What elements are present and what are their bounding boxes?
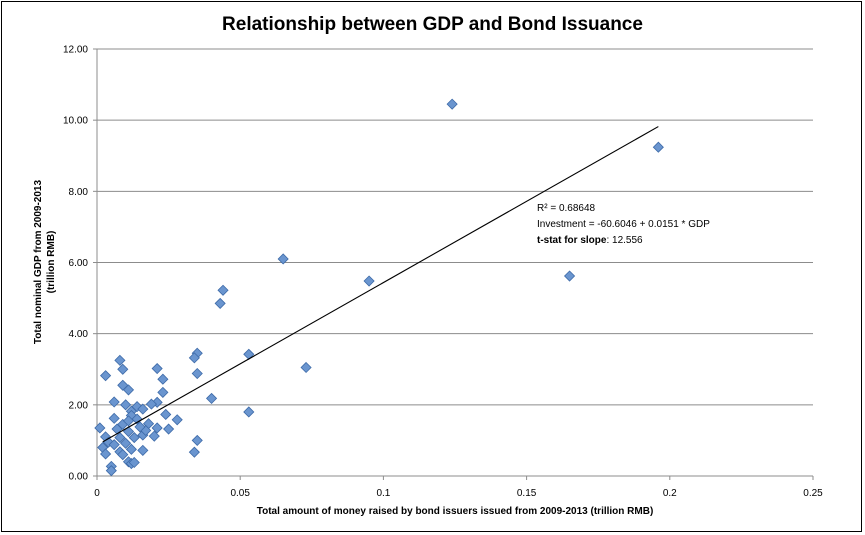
data-point — [191, 434, 203, 446]
data-point — [120, 399, 132, 411]
y-axis-label-line2: (trillion RMB) — [46, 230, 57, 294]
tstat-label: t-stat for slope — [537, 235, 607, 246]
data-point — [137, 444, 149, 456]
data-point — [137, 403, 149, 415]
y-tick-label: 10.00 — [63, 116, 88, 127]
tstat-value: : 12.556 — [606, 235, 643, 246]
data-point — [114, 354, 126, 366]
data-point — [122, 384, 135, 396]
regression-annotation: R² = 0.68648 Investment = -60.6046 + 0.0… — [537, 201, 710, 249]
x-tick-label: 0.2 — [663, 488, 677, 499]
y-tick-label: 12.00 — [63, 45, 88, 56]
data-point — [105, 465, 117, 477]
data-point — [100, 370, 112, 382]
data-point — [145, 398, 157, 410]
data-point — [108, 412, 120, 424]
data-point — [171, 414, 183, 426]
data-point — [128, 456, 140, 469]
data-point — [151, 422, 163, 434]
data-point — [191, 367, 203, 380]
y-tick-label: 6.00 — [69, 258, 89, 269]
tstat-text: t-stat for slope: 12.556 — [537, 233, 710, 249]
y-tick-label: 2.00 — [69, 400, 89, 411]
equation-text: Investment = -60.6046 + 0.0151 * GDP — [537, 219, 710, 230]
data-point — [125, 443, 137, 455]
y-tick-label: 8.00 — [69, 187, 89, 198]
data-point — [122, 415, 135, 427]
data-point — [652, 141, 664, 153]
data-point — [120, 437, 132, 449]
data-point — [217, 284, 229, 296]
data-point — [188, 352, 200, 364]
data-point — [243, 348, 255, 360]
data-point — [148, 430, 160, 442]
data-point — [114, 432, 126, 444]
data-point — [117, 363, 129, 375]
y-tick-label: 4.00 — [69, 329, 89, 340]
x-tick-label: 0.25 — [803, 488, 823, 499]
data-point — [563, 270, 576, 282]
x-axis-label: Total amount of money raised by bond iss… — [256, 506, 654, 517]
data-point — [277, 253, 289, 265]
data-point — [100, 448, 112, 460]
x-tick-label: 0.15 — [517, 488, 537, 499]
data-point — [128, 432, 140, 444]
x-tick-label: 0.05 — [230, 488, 250, 499]
data-point — [188, 446, 200, 458]
data-point — [205, 392, 218, 404]
data-point — [163, 423, 175, 435]
data-point — [214, 297, 226, 309]
data-point — [157, 373, 169, 385]
y-axis-label-line1: Total nominal GDP from 2009-2013 — [33, 179, 44, 345]
chart-title: Relationship between GDP and Bond Issuan… — [222, 14, 643, 35]
data-point — [363, 275, 375, 287]
y-tick-label: 0.00 — [69, 472, 89, 483]
data-point — [446, 98, 458, 110]
x-tick-label: 0 — [94, 488, 100, 499]
data-point — [117, 449, 129, 461]
data-point — [108, 439, 120, 451]
data-point — [243, 406, 255, 418]
trendline — [102, 126, 659, 443]
data-point — [300, 361, 312, 374]
x-tick-label: 0.1 — [376, 488, 390, 499]
data-point — [160, 408, 172, 421]
data-point — [94, 422, 106, 434]
data-point — [151, 362, 163, 375]
data-point — [131, 413, 143, 425]
data-point — [157, 386, 169, 398]
data-point — [134, 421, 146, 433]
r-squared-text: R² = 0.68648 — [537, 203, 596, 214]
data-point — [108, 396, 120, 408]
